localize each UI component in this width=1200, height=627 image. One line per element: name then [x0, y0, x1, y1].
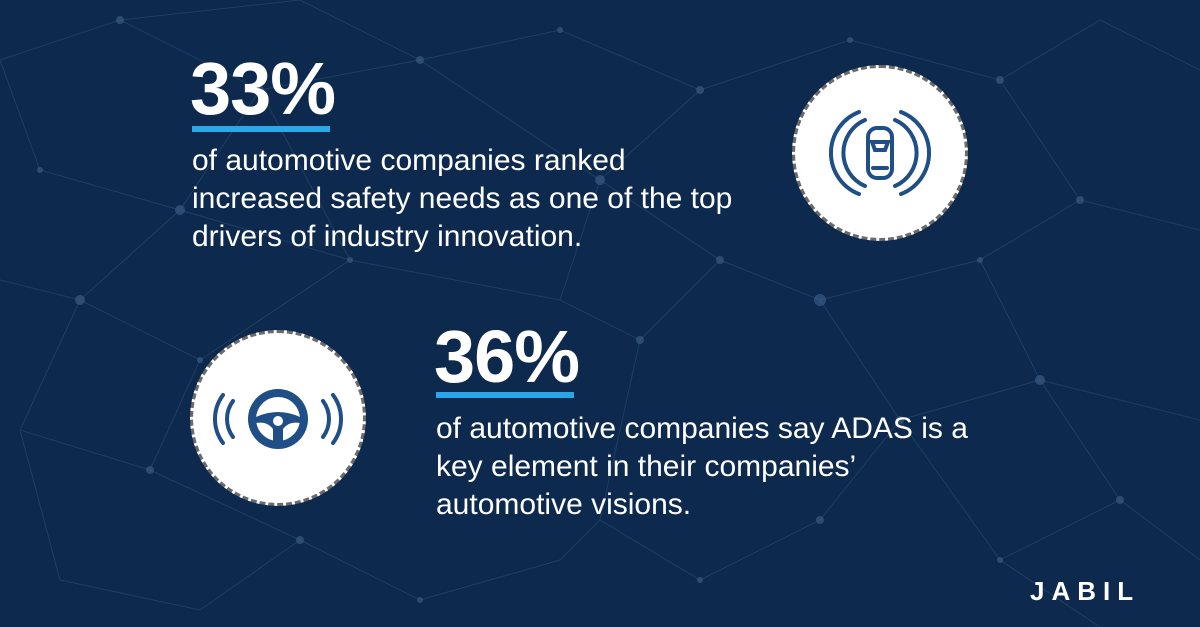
car-sensor-icon — [828, 110, 932, 196]
stat-value-1: 33% — [190, 47, 336, 130]
stat-caption-1-line-3: drivers of industry innovation. — [192, 220, 583, 253]
stat-caption-2-line-2: key element in their companies’ — [436, 450, 857, 483]
jabil-logo: JABIL — [1030, 576, 1141, 606]
stat-caption-1-line-1: of automotive companies ranked — [192, 144, 626, 177]
stat-underline-1 — [192, 126, 330, 132]
stat-caption-2: of automotive companies say ADAS is a ke… — [436, 410, 968, 524]
stat-value-2: 36% — [434, 315, 580, 398]
stat-caption-2-line-1: of automotive companies say ADAS is a — [436, 412, 968, 445]
car-sensor-badge — [792, 65, 968, 241]
steering-wheel-badge — [190, 330, 366, 506]
stat-caption-1-line-2: increased safety needs as one of the top — [192, 182, 733, 215]
steering-wheel-sensor-icon — [213, 389, 343, 449]
stat-caption-1: of automotive companies ranked increased… — [192, 142, 732, 256]
stat-caption-2-line-3: automotive visions. — [436, 488, 692, 521]
stat-underline-2 — [436, 392, 574, 398]
